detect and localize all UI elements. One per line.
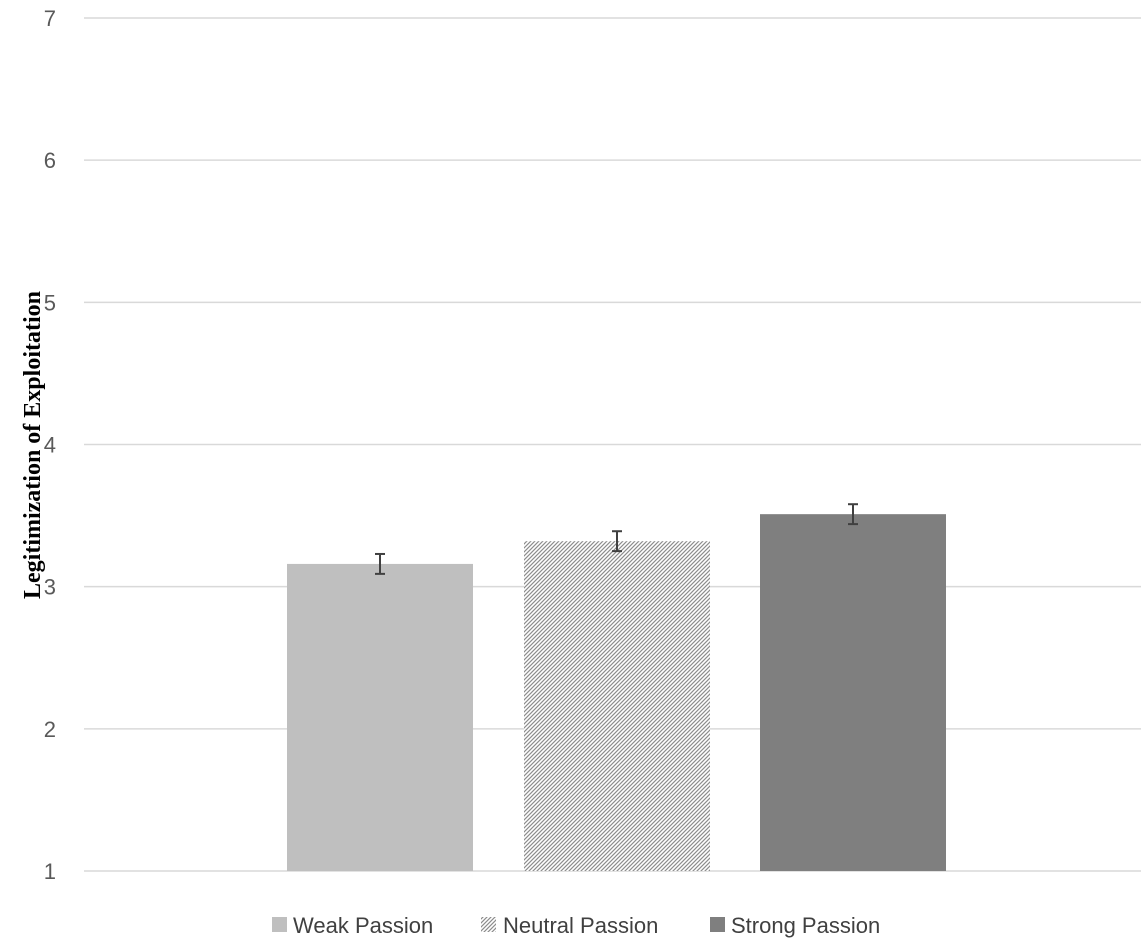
error-bar-weak-passion [375,552,385,575]
bars [287,514,946,871]
y-tick-label-7: 7 [44,6,56,31]
error-bar-neutral-passion [612,530,622,553]
bar-neutral-passion [524,541,710,871]
legend: Weak Passion Neutral Passion Strong Passio… [272,913,880,938]
y-tick-labels: 1 2 3 4 5 6 7 [44,6,56,884]
y-tick-label-1: 1 [44,859,56,884]
bar-weak-passion [287,563,473,871]
legend-label-neutral-passion: Neutral Passion [503,913,658,938]
y-tick-label-3: 3 [44,575,56,600]
error-bars [375,503,858,575]
y-tick-label-6: 6 [44,148,56,173]
y-tick-label-5: 5 [44,290,56,315]
legend-label-strong-passion: Strong Passion [731,913,880,938]
y-tick-label-4: 4 [44,433,56,458]
bar-strong-passion [760,514,946,871]
legend-swatch-neutral-passion [481,917,496,932]
legend-label-weak-passion: Weak Passion [293,913,433,938]
legend-swatch-strong-passion [710,917,725,932]
y-axis-title: Legitimization of Exploitation [20,291,46,599]
y-tick-label-2: 2 [44,717,56,742]
legend-swatch-weak-passion [272,917,287,932]
error-bar-strong-passion [848,503,858,526]
